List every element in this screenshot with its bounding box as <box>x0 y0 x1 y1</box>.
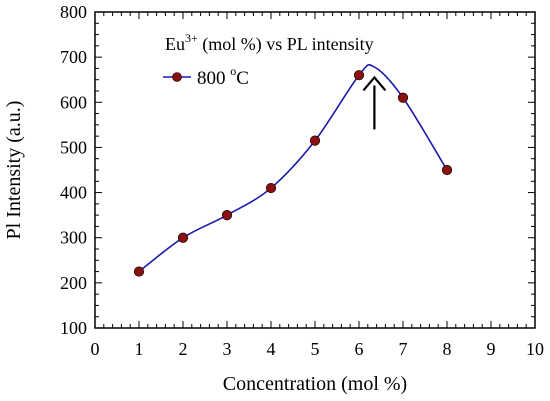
y-tick-label: 300 <box>60 228 87 248</box>
y-tick-label: 800 <box>60 2 87 22</box>
tick-labels: 0 1 2 3 4 5 6 7 8 9 10 100 200 300 400 500 600 700 800 <box>60 2 544 359</box>
y-tick-label: 700 <box>60 47 87 67</box>
x-tick-label: 4 <box>267 339 276 359</box>
y-tick-label: 600 <box>60 92 87 112</box>
data-point <box>221 210 233 221</box>
x-tick-label: 0 <box>91 339 100 359</box>
data-point <box>133 266 145 277</box>
y-tick-label: 200 <box>60 273 87 293</box>
x-tick-label: 6 <box>355 339 364 359</box>
arrow-head <box>362 75 387 92</box>
chart-title-rest: (mol %) vs PL intensity <box>198 34 374 55</box>
chart-title-main: Eu <box>165 34 185 54</box>
legend-label-rest: C <box>236 68 249 89</box>
data-point <box>397 92 409 103</box>
data-point <box>441 164 453 176</box>
x-tick-label: 7 <box>399 339 408 359</box>
x-tick-label: 1 <box>135 339 144 359</box>
x-tick-label: 3 <box>223 339 232 359</box>
y-axis-title: Pl Intensity (a.u.) <box>3 101 25 240</box>
legend-marker <box>172 72 182 82</box>
chart-title: Eu3+ (mol %) vs PL intensity <box>165 31 374 55</box>
y-tick-label: 100 <box>60 318 87 338</box>
y-tick-label: 500 <box>60 137 87 157</box>
legend-label-main: 800 <box>197 68 230 89</box>
data-point <box>309 135 321 146</box>
legend: 800 oC <box>163 64 249 89</box>
x-tick-label: 2 <box>179 339 188 359</box>
series-markers <box>133 70 453 277</box>
data-point <box>177 232 189 243</box>
peak-arrow <box>362 75 387 130</box>
x-axis-title: Concentration (mol %) <box>223 373 407 395</box>
plot-frame <box>94 11 536 329</box>
legend-label-superscript: o <box>230 64 236 78</box>
x-tick-label: 9 <box>487 339 496 359</box>
x-tick-label: 5 <box>311 339 320 359</box>
data-point <box>353 70 365 81</box>
axis-ticks <box>94 11 536 329</box>
chart-title-superscript: 3+ <box>185 31 198 45</box>
y-tick-label: 400 <box>60 183 87 203</box>
legend-label: 800 oC <box>197 64 249 89</box>
data-point <box>265 182 277 194</box>
x-tick-label: 10 <box>526 339 544 359</box>
x-tick-label: 8 <box>443 339 452 359</box>
